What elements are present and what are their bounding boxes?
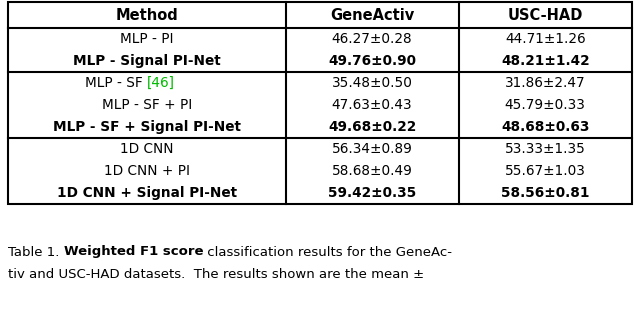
Text: 31.86±2.47: 31.86±2.47 bbox=[505, 76, 586, 90]
Text: classification results for the GeneAc-: classification results for the GeneAc- bbox=[203, 246, 452, 258]
Text: 59.42±0.35: 59.42±0.35 bbox=[328, 186, 416, 200]
Text: 58.56±0.81: 58.56±0.81 bbox=[501, 186, 589, 200]
Text: USC-HAD: USC-HAD bbox=[508, 8, 583, 22]
Text: 48.68±0.63: 48.68±0.63 bbox=[501, 120, 589, 134]
Text: Table 1.: Table 1. bbox=[8, 246, 63, 258]
Text: 47.63±0.43: 47.63±0.43 bbox=[332, 98, 412, 112]
Text: MLP - Signal PI-Net: MLP - Signal PI-Net bbox=[73, 54, 221, 68]
Text: 1D CNN + PI: 1D CNN + PI bbox=[104, 164, 190, 178]
Text: 53.33±1.35: 53.33±1.35 bbox=[505, 142, 586, 156]
Text: 49.76±0.90: 49.76±0.90 bbox=[328, 54, 416, 68]
Text: Method: Method bbox=[115, 8, 178, 22]
Text: MLP - SF + Signal PI-Net: MLP - SF + Signal PI-Net bbox=[53, 120, 241, 134]
Text: 1D CNN + Signal PI-Net: 1D CNN + Signal PI-Net bbox=[57, 186, 237, 200]
Bar bbox=[8, 2, 632, 204]
Text: 1D CNN: 1D CNN bbox=[120, 142, 173, 156]
Text: 45.79±0.33: 45.79±0.33 bbox=[505, 98, 586, 112]
Text: MLP - PI: MLP - PI bbox=[120, 32, 173, 46]
Text: 58.68±0.49: 58.68±0.49 bbox=[332, 164, 413, 178]
Text: Weighted F1 score: Weighted F1 score bbox=[63, 246, 203, 258]
Text: 46.27±0.28: 46.27±0.28 bbox=[332, 32, 412, 46]
Text: 35.48±0.50: 35.48±0.50 bbox=[332, 76, 413, 90]
Text: 48.21±1.42: 48.21±1.42 bbox=[501, 54, 589, 68]
Text: 56.34±0.89: 56.34±0.89 bbox=[332, 142, 413, 156]
Text: [46]: [46] bbox=[147, 76, 175, 90]
Text: 49.68±0.22: 49.68±0.22 bbox=[328, 120, 416, 134]
Text: 55.67±1.03: 55.67±1.03 bbox=[505, 164, 586, 178]
Text: 44.71±1.26: 44.71±1.26 bbox=[505, 32, 586, 46]
Text: MLP - SF + PI: MLP - SF + PI bbox=[102, 98, 192, 112]
Text: MLP - SF: MLP - SF bbox=[84, 76, 147, 90]
Text: GeneActiv: GeneActiv bbox=[330, 8, 414, 22]
Text: tiv and USC-HAD datasets.  The results shown are the mean ±: tiv and USC-HAD datasets. The results sh… bbox=[8, 268, 424, 281]
